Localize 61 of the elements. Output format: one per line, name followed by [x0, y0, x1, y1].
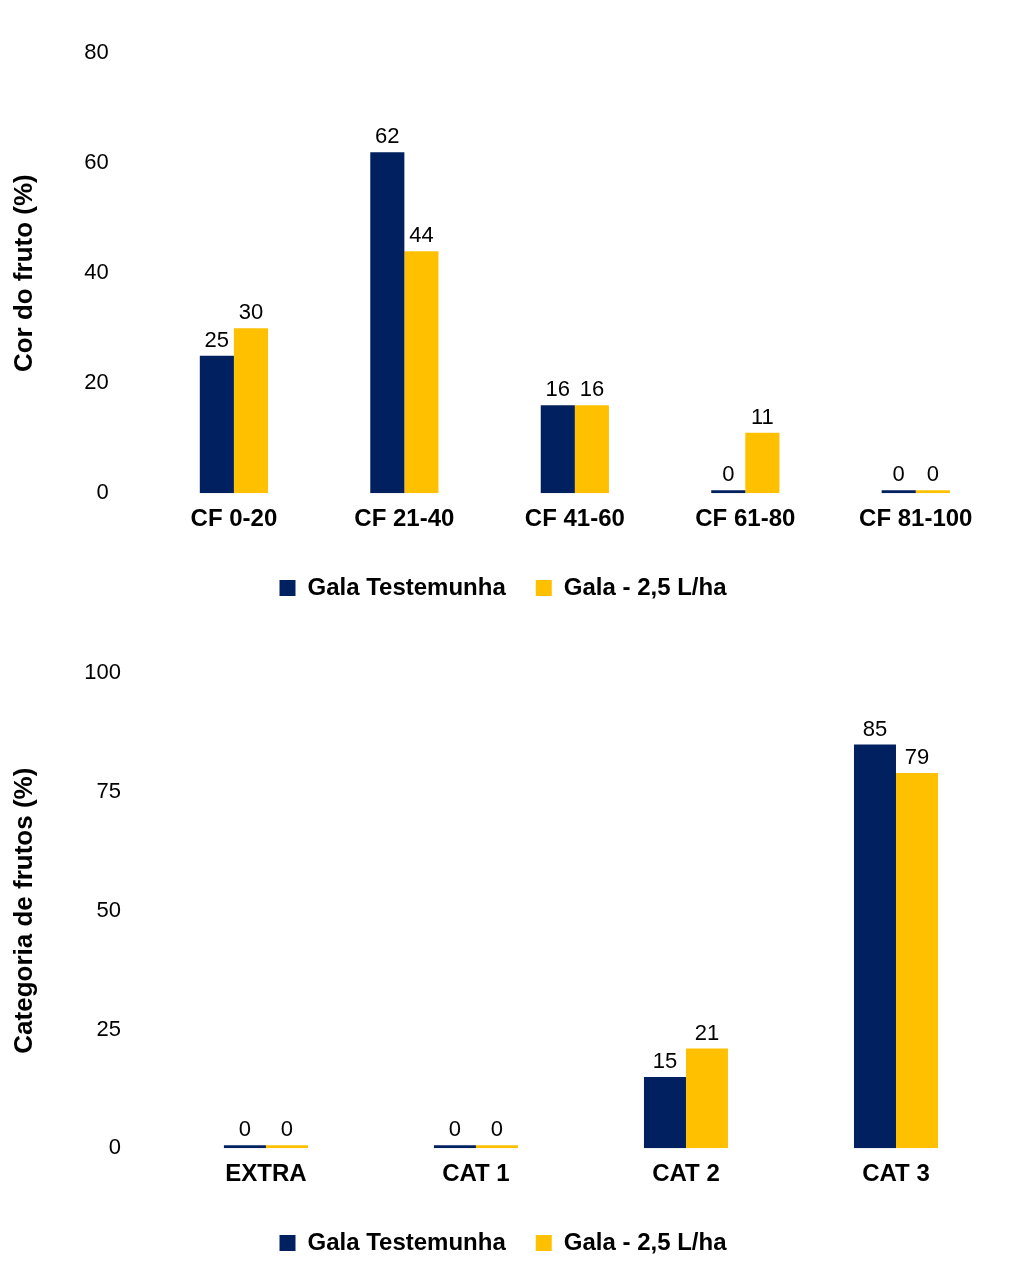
- bar: [265, 1145, 308, 1149]
- bar: [223, 1145, 266, 1149]
- x-tick-label: CAT 1: [442, 1159, 510, 1187]
- y-tick-label: 0: [108, 1134, 121, 1160]
- bar: [745, 432, 780, 494]
- y-axis-title: Categoria de frutos (%): [7, 767, 38, 1054]
- y-tick-label: 75: [96, 778, 121, 804]
- data-label: 21: [694, 1019, 720, 1045]
- bar: [915, 490, 950, 494]
- data-label: 15: [652, 1048, 678, 1074]
- data-label: 62: [375, 123, 400, 149]
- bar: [574, 405, 609, 494]
- legend-label: Gala - 2,5 L/ha: [563, 572, 728, 600]
- y-tick-label: 50: [96, 896, 121, 922]
- y-tick-label: 40: [84, 259, 109, 285]
- data-label: 0: [926, 461, 939, 487]
- bar: [881, 490, 916, 494]
- data-label: 0: [238, 1116, 252, 1142]
- y-axis-title: Cor do fruto (%): [7, 174, 38, 373]
- data-label: 30: [238, 299, 264, 325]
- x-tick-label: CAT 2: [652, 1159, 720, 1187]
- y-tick-label: 0: [96, 479, 109, 505]
- legend-label: Gala Testemunha: [307, 572, 507, 600]
- bar: [433, 1145, 476, 1149]
- data-label: 0: [490, 1116, 504, 1142]
- data-label: 44: [409, 222, 434, 248]
- data-label: 0: [448, 1116, 462, 1142]
- bar: [895, 772, 938, 1149]
- data-label: 85: [862, 715, 888, 741]
- x-tick-label: EXTRA: [225, 1159, 307, 1187]
- data-label: 79: [904, 744, 930, 770]
- legend-label: Gala - 2,5 L/ha: [563, 1227, 728, 1255]
- data-label: 11: [750, 403, 774, 429]
- x-tick-label: CF 21-40: [354, 504, 455, 532]
- data-label: 0: [280, 1116, 294, 1142]
- x-tick-label: CF 61-80: [695, 504, 796, 532]
- y-tick-label: 100: [84, 659, 121, 685]
- bar: [685, 1048, 728, 1149]
- y-tick-label: 20: [84, 369, 109, 395]
- data-label: 0: [722, 461, 735, 487]
- legend-label: Gala Testemunha: [307, 1227, 507, 1255]
- bar: [475, 1145, 518, 1149]
- bar: [540, 405, 575, 494]
- data-label: 16: [545, 376, 571, 402]
- x-tick-label: CAT 3: [862, 1159, 930, 1187]
- y-tick-label: 80: [84, 39, 109, 65]
- data-label: 25: [204, 326, 230, 352]
- y-tick-label: 60: [84, 149, 109, 175]
- bar: [404, 251, 439, 494]
- y-tick-label: 25: [96, 1015, 121, 1041]
- x-tick-label: CF 81-100: [859, 504, 973, 532]
- bar: [711, 490, 746, 494]
- bar: [853, 744, 896, 1149]
- bar: [199, 355, 234, 494]
- x-tick-label: CF 0-20: [190, 504, 278, 532]
- bar: [370, 152, 405, 494]
- data-label: 0: [892, 461, 905, 487]
- bar: [643, 1076, 686, 1149]
- bar: [233, 328, 268, 494]
- data-label: 16: [579, 376, 605, 402]
- x-tick-label: CF 41-60: [524, 504, 625, 532]
